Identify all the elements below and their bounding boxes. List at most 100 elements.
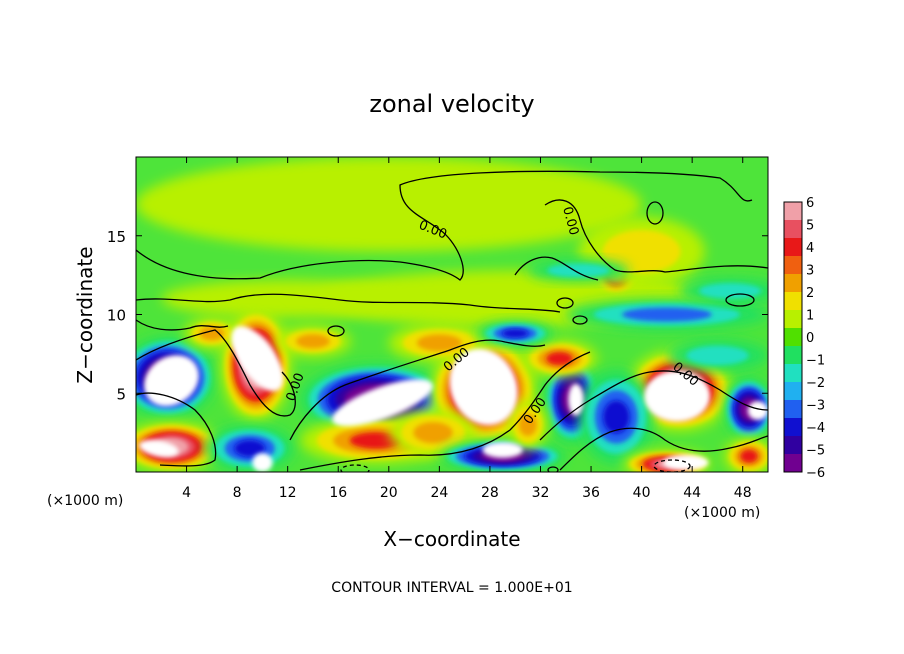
contour-line bbox=[136, 293, 561, 313]
field-blob bbox=[578, 369, 655, 465]
colorbar-tick-label: 4 bbox=[806, 241, 814, 256]
colorbar-tick-label: −5 bbox=[806, 444, 825, 459]
field-blob bbox=[521, 339, 598, 378]
colorbar-tick-label: −3 bbox=[806, 399, 825, 414]
colorbar-swatch bbox=[784, 292, 802, 311]
contour-loop bbox=[327, 325, 345, 337]
contour-line bbox=[559, 427, 768, 471]
colorbar-swatch bbox=[784, 418, 802, 437]
saturated-spot bbox=[231, 326, 284, 392]
x-tick-label: 24 bbox=[430, 485, 448, 501]
colorbar: 6 5 4 3 2 1 0 −1 −2 −3 −4 −5 −6 bbox=[783, 196, 825, 481]
field-ring bbox=[199, 326, 225, 341]
colorbar-swatch bbox=[784, 328, 802, 347]
colorbar-tick-label: 3 bbox=[806, 264, 814, 279]
field-ring bbox=[602, 230, 681, 273]
contour-label: 0.00 bbox=[559, 205, 581, 237]
colorbar-tick-label: 5 bbox=[806, 219, 814, 234]
field-ring bbox=[547, 263, 610, 278]
field-blob bbox=[565, 298, 768, 331]
contour-interval-note: CONTOUR INTERVAL = 1.000E+01 bbox=[331, 580, 572, 596]
saturated-spot bbox=[747, 401, 768, 421]
colorbar-tick-label: 1 bbox=[806, 309, 814, 324]
field-ring bbox=[502, 329, 529, 338]
x-tick-label: 8 bbox=[233, 485, 242, 501]
contour-line bbox=[289, 339, 546, 441]
colorbar-swatch bbox=[784, 220, 802, 239]
field-ring bbox=[413, 422, 453, 444]
field-ring bbox=[740, 449, 758, 463]
contour-line bbox=[136, 329, 296, 417]
contour-line bbox=[544, 199, 768, 273]
y-tick-label: 10 bbox=[107, 307, 126, 325]
x-tick-label: 48 bbox=[734, 485, 752, 501]
plot-area: 0.00 0.00 0.00 0.00 0.00 0.00 bbox=[136, 157, 768, 472]
colorbar-swatch bbox=[784, 310, 802, 329]
saturated-spot bbox=[568, 383, 584, 416]
colorbar-swatch bbox=[784, 238, 802, 257]
x-tick-label: 32 bbox=[532, 485, 550, 501]
field-blob bbox=[527, 259, 629, 282]
contour-loop bbox=[646, 201, 664, 225]
contour-line bbox=[136, 319, 229, 331]
x-tick-label: 36 bbox=[582, 485, 600, 501]
field-blob bbox=[205, 424, 294, 472]
y-axis-label: Z−coordinate bbox=[73, 246, 97, 383]
colorbar-tick-label: −4 bbox=[806, 421, 825, 436]
saturated-spot bbox=[252, 453, 273, 472]
field-ring bbox=[603, 400, 630, 434]
contour-loop bbox=[725, 293, 755, 307]
field-blob bbox=[666, 339, 768, 372]
colorbar-swatch bbox=[784, 400, 802, 419]
colorbar-tick-label: 2 bbox=[806, 286, 814, 301]
colorbar-swatch bbox=[784, 382, 802, 401]
field-blob bbox=[477, 320, 554, 346]
field-ring bbox=[621, 307, 712, 322]
x-tick-label: 20 bbox=[380, 485, 398, 501]
field-ring bbox=[518, 413, 537, 436]
field-ring bbox=[296, 334, 330, 349]
field-blob bbox=[388, 323, 490, 362]
colorbar-swatch bbox=[784, 364, 802, 383]
saturated-regions bbox=[138, 326, 768, 472]
zero-contours bbox=[136, 170, 768, 472]
contour-line bbox=[136, 392, 217, 467]
contour-loop bbox=[547, 466, 559, 472]
contour-loop bbox=[572, 315, 588, 325]
x-tick-label: 16 bbox=[329, 485, 347, 501]
x-tick-label: 4 bbox=[182, 485, 191, 501]
x-tick-label: 28 bbox=[481, 485, 499, 501]
contour-loop bbox=[556, 297, 574, 309]
field-ring bbox=[234, 440, 266, 457]
colorbar-tick-label: 0 bbox=[806, 331, 814, 346]
x-tick-label: 40 bbox=[633, 485, 651, 501]
colorbar-swatch bbox=[784, 202, 802, 221]
x-unit-left: (×1000 m) bbox=[47, 493, 123, 509]
field-blob bbox=[136, 157, 642, 252]
field-ring bbox=[686, 345, 749, 366]
contour-line bbox=[539, 370, 768, 441]
x-axis: 4 8 12 16 20 24 28 32 36 40 44 48 bbox=[182, 157, 752, 501]
colorbar-tick-label: −1 bbox=[806, 354, 825, 369]
colorbar-tick-label: −6 bbox=[806, 466, 825, 481]
saturated-spot bbox=[644, 371, 710, 422]
field-blob bbox=[723, 437, 768, 472]
field-ring bbox=[136, 157, 642, 252]
field-blob bbox=[679, 278, 768, 304]
colorbar-frame bbox=[783, 201, 803, 473]
contour-line bbox=[136, 170, 753, 281]
colorbar-tick-label: 6 bbox=[806, 196, 814, 211]
x-tick-label: 12 bbox=[279, 485, 297, 501]
field-blob bbox=[161, 279, 415, 318]
saturated-spot bbox=[482, 442, 523, 458]
x-unit-right: (×1000 m) bbox=[684, 505, 760, 521]
colorbar-swatch bbox=[784, 436, 802, 455]
y-axis: 5 10 15 bbox=[107, 228, 768, 403]
chart-title: zonal velocity bbox=[369, 90, 534, 118]
x-axis-label: X−coordinate bbox=[383, 527, 520, 551]
field-blob bbox=[388, 409, 478, 457]
saturated-spot bbox=[332, 379, 433, 427]
y-tick-label: 5 bbox=[116, 385, 126, 403]
contour-loop bbox=[340, 464, 370, 472]
colorbar-swatch bbox=[784, 346, 802, 365]
